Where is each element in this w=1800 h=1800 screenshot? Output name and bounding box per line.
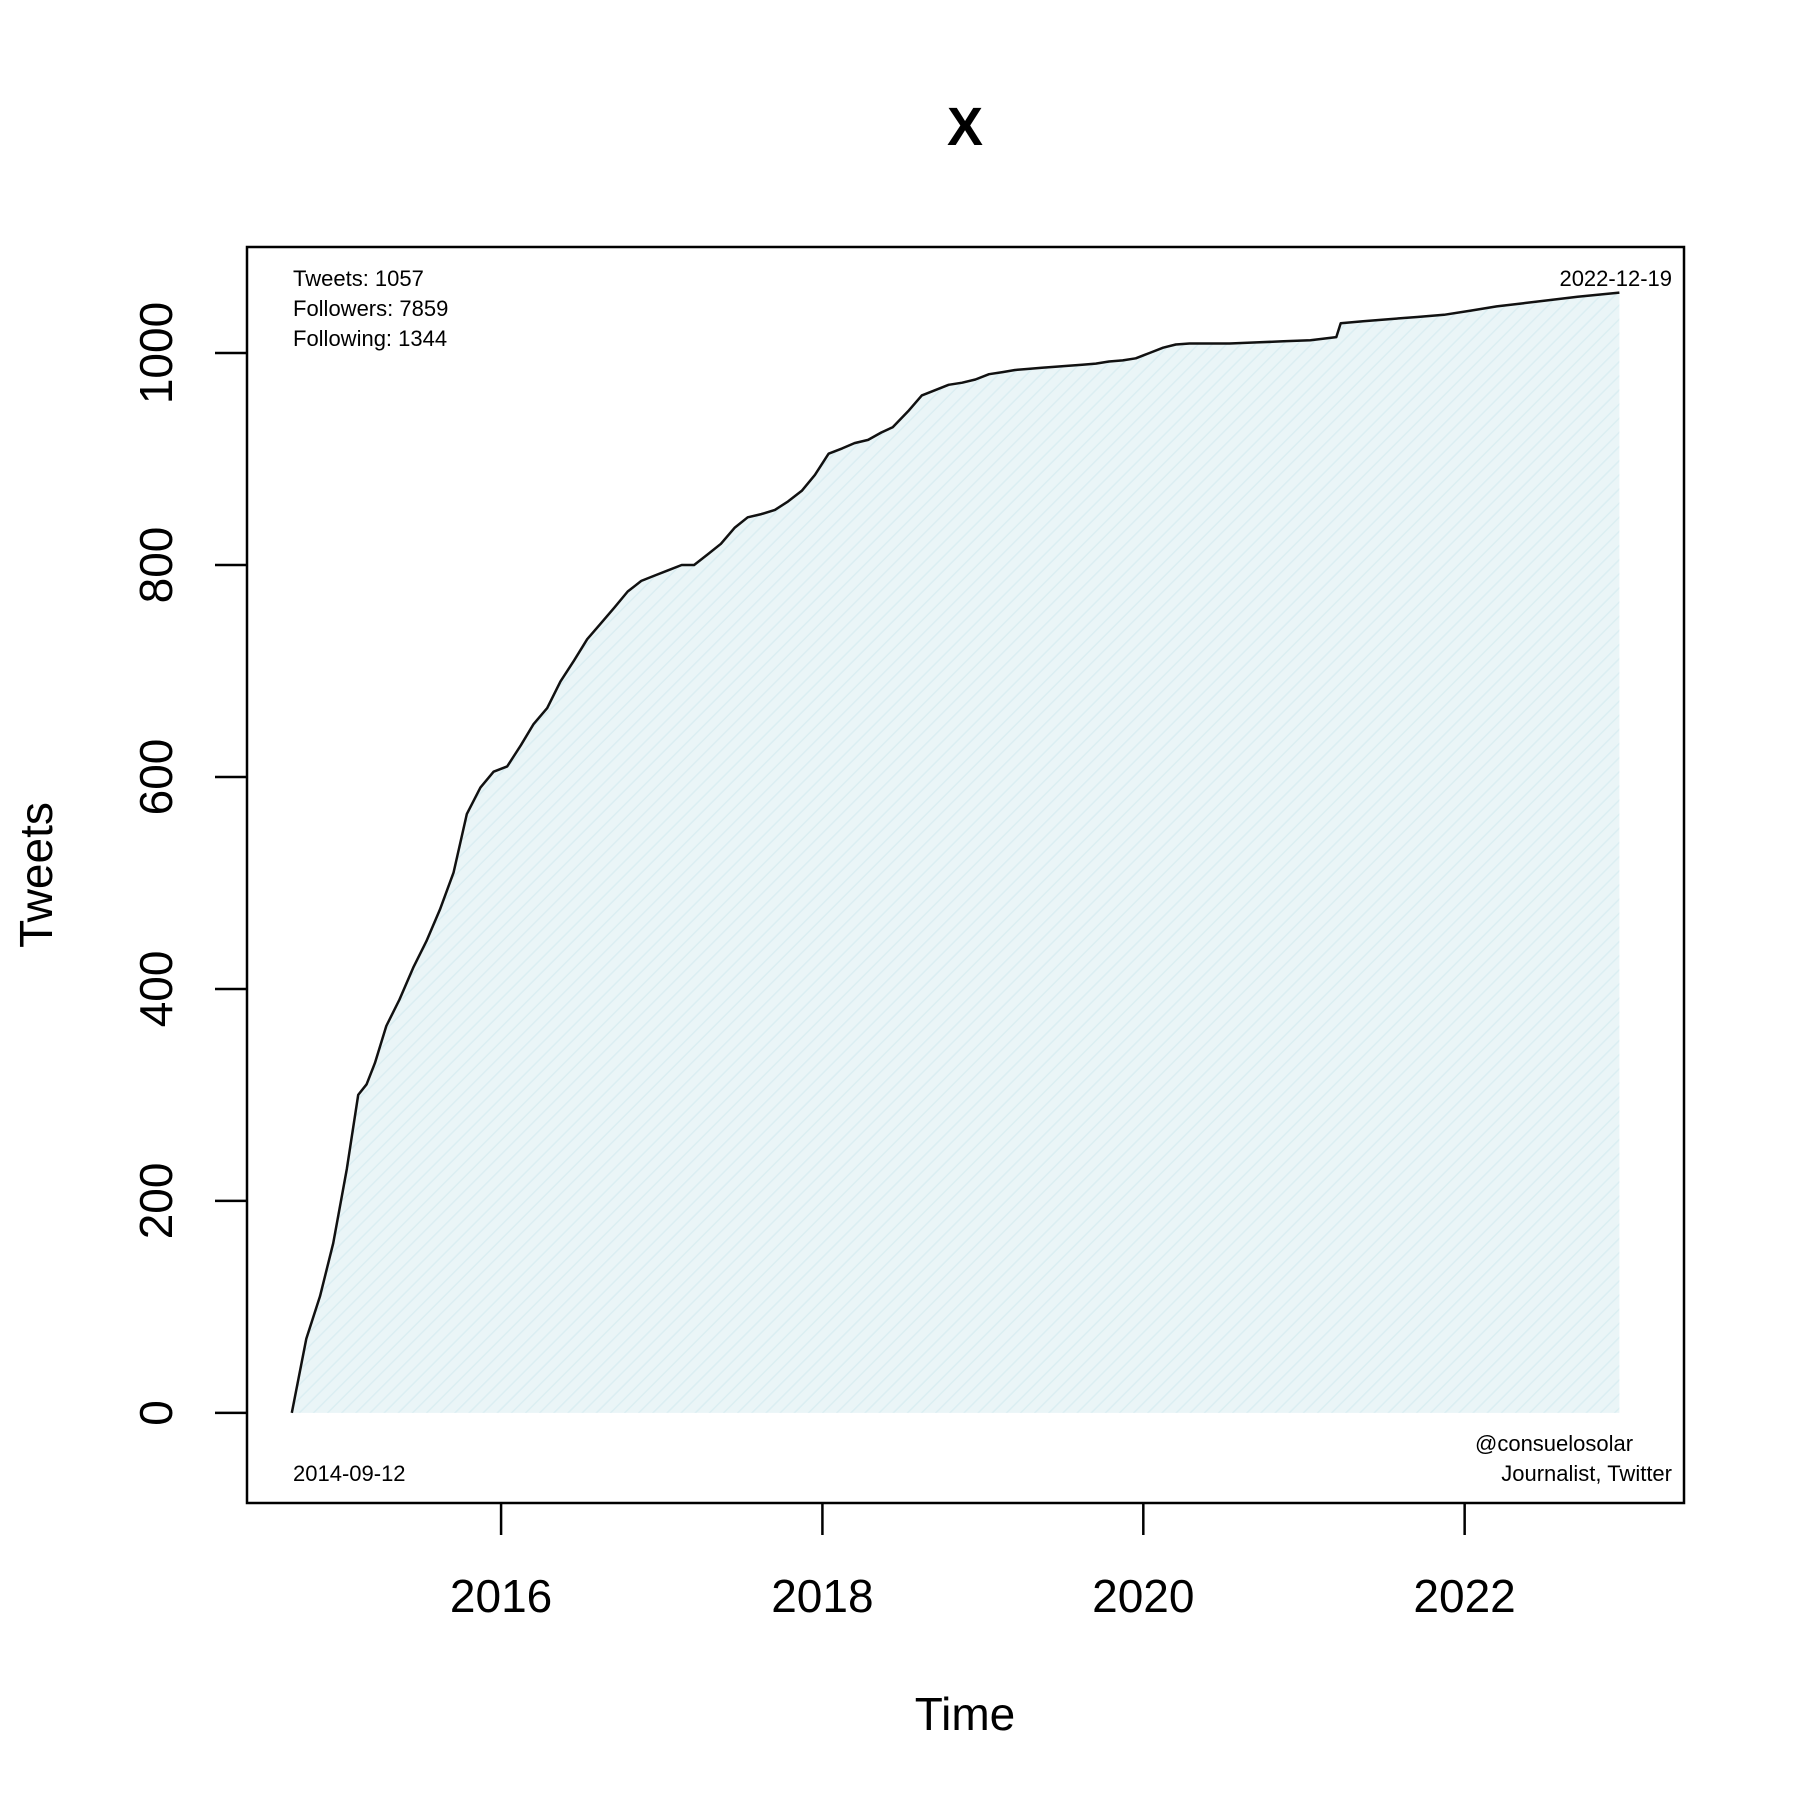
x-tick-label: 2018 xyxy=(771,1570,873,1622)
y-tick-label: 1000 xyxy=(130,302,182,404)
y-tick-label: 200 xyxy=(130,1163,182,1240)
user-description: Journalist, Twitter xyxy=(1501,1461,1672,1486)
y-axis-label: Tweets xyxy=(10,802,62,948)
area-fill xyxy=(291,292,1620,1413)
stat-followers: Followers: 7859 xyxy=(293,296,448,321)
x-tick-label: 2016 xyxy=(450,1570,552,1622)
y-axis: 0 200 400 600 800 1000 xyxy=(130,302,247,1426)
stat-following: Following: 1344 xyxy=(293,326,447,351)
user-handle: @consuelosolar xyxy=(1475,1431,1633,1456)
end-date-label: 2022-12-19 xyxy=(1559,266,1672,291)
y-tick-label: 800 xyxy=(130,527,182,604)
y-tick-label: 0 xyxy=(130,1400,182,1426)
series-line xyxy=(290,291,1620,1414)
stat-tweets: Tweets: 1057 xyxy=(293,266,424,291)
start-date-label: 2014-09-12 xyxy=(293,1461,406,1486)
plot-frame xyxy=(245,245,1686,1505)
x-axis-label: Time xyxy=(915,1688,1016,1740)
y-tick-label: 600 xyxy=(130,739,182,816)
y-tick-label: 400 xyxy=(130,951,182,1028)
x-tick-label: 2022 xyxy=(1413,1570,1515,1622)
x-axis: 2016 2018 2020 2022 xyxy=(450,1503,1516,1622)
chart-title: X xyxy=(947,97,983,157)
x-tick-label: 2020 xyxy=(1092,1570,1194,1622)
plot-area xyxy=(290,291,1620,1414)
